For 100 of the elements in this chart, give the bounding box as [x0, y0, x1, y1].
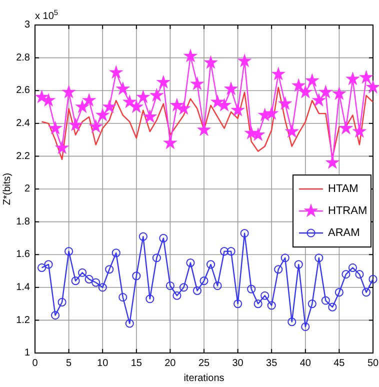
- point: [98, 283, 107, 292]
- point: [112, 248, 120, 258]
- point: [294, 260, 303, 269]
- point: [312, 94, 326, 106]
- point: [186, 258, 195, 268]
- point: [78, 268, 87, 277]
- y-tick-label: 3: [24, 20, 30, 31]
- point: [192, 286, 202, 295]
- y-tick-label: 1.6: [16, 249, 30, 260]
- point: [198, 123, 210, 136]
- point: [326, 156, 339, 168]
- point: [179, 283, 188, 292]
- point: [76, 100, 88, 112]
- point: [157, 76, 170, 88]
- y-tick-label: 2.4: [16, 118, 30, 130]
- point: [254, 300, 262, 308]
- point: [178, 102, 190, 114]
- legend-label: ARAM: [328, 226, 360, 239]
- point: [92, 278, 100, 287]
- point: [360, 71, 372, 83]
- point: [191, 78, 204, 90]
- point: [220, 247, 229, 256]
- text: x 10$^{5}$: [35, 8, 58, 22]
- y-axis-title: Z*(bits): [2, 172, 13, 206]
- point: [159, 234, 168, 242]
- point: [132, 272, 141, 280]
- point: [353, 125, 366, 137]
- point: [84, 274, 94, 284]
- point: [342, 270, 350, 279]
- point: [321, 296, 330, 305]
- point: [299, 86, 312, 98]
- point: [280, 254, 290, 262]
- point: [71, 276, 80, 286]
- point: [56, 142, 68, 154]
- point: [125, 319, 134, 328]
- point: [314, 254, 324, 262]
- point: [260, 291, 270, 300]
- point: [44, 260, 53, 269]
- point: [62, 86, 75, 98]
- point: [265, 107, 278, 119]
- x-tick-label: 50: [367, 358, 379, 369]
- point: [366, 80, 379, 93]
- point: [224, 82, 238, 94]
- point: [146, 294, 154, 304]
- point: [211, 96, 224, 108]
- point: [333, 87, 346, 100]
- point: [130, 100, 143, 112]
- point: [204, 56, 217, 68]
- legend-label: HTAM: [328, 182, 358, 195]
- point: [320, 86, 332, 98]
- point: [96, 108, 109, 121]
- x-tick-label: 35: [266, 358, 278, 369]
- point: [245, 126, 258, 139]
- point: [274, 265, 283, 274]
- y-tick-label: 1.4: [16, 282, 30, 294]
- x-tick-label: 5: [66, 358, 72, 369]
- point: [116, 82, 130, 94]
- point: [334, 288, 344, 297]
- point: [272, 68, 285, 80]
- point: [240, 229, 249, 238]
- point: [234, 300, 242, 308]
- point: [152, 254, 161, 262]
- point: [184, 50, 197, 62]
- y-tick-label: 2.6: [16, 85, 30, 96]
- point: [238, 54, 251, 66]
- x-axis-title: iterations: [184, 373, 224, 384]
- point: [50, 311, 60, 320]
- x-tick-label: 40: [300, 358, 312, 369]
- y-tick-label: 2.2: [16, 150, 30, 162]
- point: [288, 318, 296, 326]
- point: [123, 96, 136, 108]
- point: [340, 122, 352, 134]
- point: [328, 302, 337, 312]
- point: [144, 110, 156, 122]
- point: [348, 263, 358, 272]
- y-tick-label: 1.2: [16, 314, 30, 326]
- point: [36, 90, 48, 102]
- point: [308, 300, 316, 308]
- y-tick-label: 2: [24, 184, 30, 195]
- point: [301, 322, 310, 332]
- point: [368, 274, 378, 284]
- point: [267, 301, 276, 310]
- point: [49, 122, 62, 134]
- x-tick-label: 20: [164, 358, 176, 369]
- point: [226, 247, 236, 256]
- y-tick-label: 1.8: [16, 216, 30, 228]
- point: [218, 98, 230, 111]
- point: [138, 232, 148, 241]
- y-tick-label: 2.8: [16, 52, 30, 64]
- point: [150, 89, 163, 101]
- x-tick-label: 30: [232, 358, 244, 369]
- x-tick-label: 15: [130, 358, 142, 369]
- point: [213, 281, 222, 290]
- point: [292, 79, 305, 92]
- point: [58, 298, 66, 306]
- point: [166, 281, 174, 290]
- x-tick-label: 25: [198, 358, 210, 369]
- point: [306, 74, 318, 86]
- point: [64, 247, 74, 256]
- y-tick-label: 1: [24, 348, 30, 359]
